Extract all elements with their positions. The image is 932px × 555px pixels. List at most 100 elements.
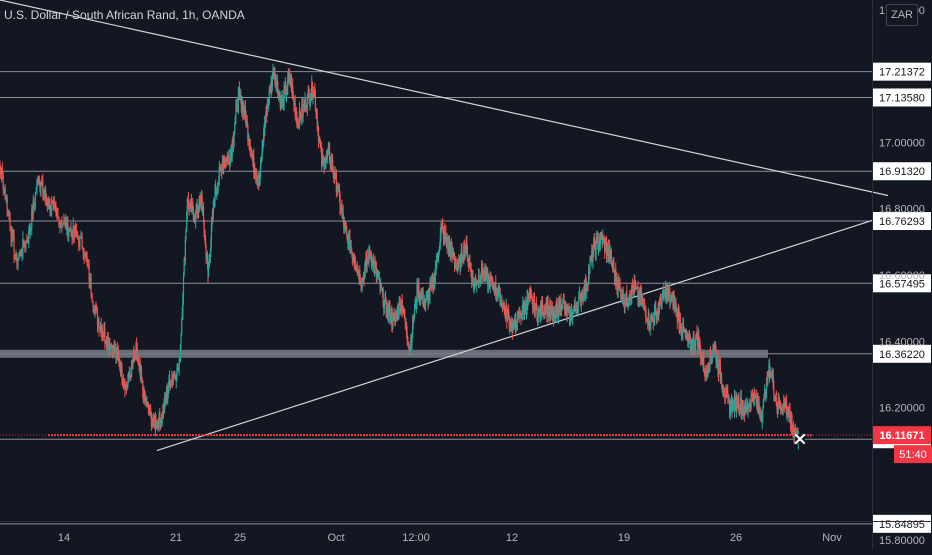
candle-body <box>586 286 587 291</box>
x-tick-label: 26 <box>730 532 742 544</box>
candle-body <box>651 315 652 316</box>
candle-body <box>90 277 91 293</box>
candle-body <box>57 214 58 216</box>
candle-body <box>3 176 4 189</box>
candle-body <box>691 341 692 347</box>
candle-body <box>9 219 10 230</box>
candle-body <box>173 378 174 382</box>
trendlines <box>0 0 888 451</box>
candle-body <box>87 258 88 264</box>
candle-body <box>282 100 283 107</box>
price-level-label: 16.91320 <box>879 166 925 178</box>
x-tick-label: 19 <box>618 532 630 544</box>
candle-body <box>472 274 473 282</box>
candles <box>0 64 799 450</box>
candle-body <box>225 159 226 164</box>
candle-body <box>773 389 774 396</box>
x-tick-label: Nov <box>822 532 842 544</box>
y-tick-label: 16.60000 <box>879 270 925 282</box>
candle-body <box>77 236 78 239</box>
candle-body <box>70 228 71 232</box>
candle-body <box>88 264 89 266</box>
candle-body <box>695 338 696 348</box>
price-level-label: 16.36220 <box>879 349 925 361</box>
candle-body <box>187 207 188 218</box>
candle-body <box>188 199 189 204</box>
horizontal-levels <box>0 72 872 524</box>
candle-body <box>23 239 24 246</box>
price-level-label: 17.21372 <box>879 67 925 79</box>
candle-body <box>219 167 220 180</box>
candle-body <box>423 291 424 305</box>
candle-body <box>303 105 304 115</box>
candle-body <box>55 208 56 211</box>
candle-body <box>183 275 184 298</box>
currency-selector[interactable]: ZAR <box>886 4 918 26</box>
candle-body <box>72 232 73 239</box>
candle-body <box>12 230 13 236</box>
candle-body <box>26 241 27 243</box>
price-level-label: 17.13580 <box>879 92 925 104</box>
x-tick-label: Oct <box>327 532 344 544</box>
candle-body <box>234 125 235 132</box>
candle-body <box>17 259 18 265</box>
price-level-label: 16.76293 <box>879 216 925 228</box>
countdown-label: 51:40 <box>899 449 927 461</box>
candle-body <box>763 394 764 399</box>
candle-body <box>717 358 718 371</box>
candle-body <box>86 252 87 258</box>
candle-body <box>78 239 79 246</box>
y-tick-label: 15.80000 <box>879 535 925 547</box>
y-tick-label: 16.80000 <box>879 204 925 216</box>
y-axis: 17.2137217.1358016.9132016.7629316.57495… <box>873 5 932 547</box>
candle-body <box>169 377 170 380</box>
y-tick-label: 16.40000 <box>879 336 925 348</box>
candle-body <box>80 236 81 237</box>
candle-body <box>56 211 57 214</box>
candle-body <box>217 183 218 191</box>
candle-body <box>81 236 82 248</box>
candle-body <box>293 93 294 96</box>
candle-body <box>75 230 76 236</box>
candle-body <box>613 263 614 271</box>
candle-body <box>184 260 185 275</box>
candle-body <box>35 192 36 203</box>
candle-body <box>142 381 143 391</box>
candle-body <box>40 185 41 190</box>
candle-body <box>332 161 333 171</box>
candle-body <box>193 206 194 213</box>
candle-body <box>73 226 74 240</box>
candle-body <box>710 350 711 355</box>
trendline-ascending <box>157 215 888 450</box>
candle-body <box>91 293 92 301</box>
price-axis-divider <box>872 0 873 550</box>
candle-body <box>589 262 590 274</box>
candle-body <box>692 339 693 349</box>
candle-body <box>20 251 21 255</box>
candle-body <box>21 255 22 256</box>
candle-body <box>381 284 382 289</box>
candle-body <box>76 230 77 236</box>
candle-body <box>203 209 204 221</box>
candle-body <box>18 255 19 259</box>
candle-body <box>83 248 84 253</box>
candle-body <box>7 198 8 213</box>
candle-body <box>655 307 656 311</box>
x-tick-label: 25 <box>234 532 246 544</box>
candle-body <box>92 301 93 306</box>
candle-body <box>751 397 752 408</box>
candle-body <box>235 107 236 116</box>
candle-body <box>69 228 70 230</box>
candle-body <box>205 245 206 258</box>
candle-body <box>661 301 662 309</box>
time-axis-divider <box>0 521 932 522</box>
candle-body <box>407 337 408 343</box>
candle-body <box>9 212 10 219</box>
candle-body <box>360 281 361 285</box>
candle-body <box>150 408 151 413</box>
marker-layer <box>795 434 805 444</box>
candle-body <box>121 363 122 379</box>
x-tick-label: 21 <box>170 532 182 544</box>
